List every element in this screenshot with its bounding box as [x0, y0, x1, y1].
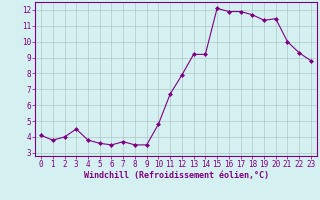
X-axis label: Windchill (Refroidissement éolien,°C): Windchill (Refroidissement éolien,°C)	[84, 171, 268, 180]
